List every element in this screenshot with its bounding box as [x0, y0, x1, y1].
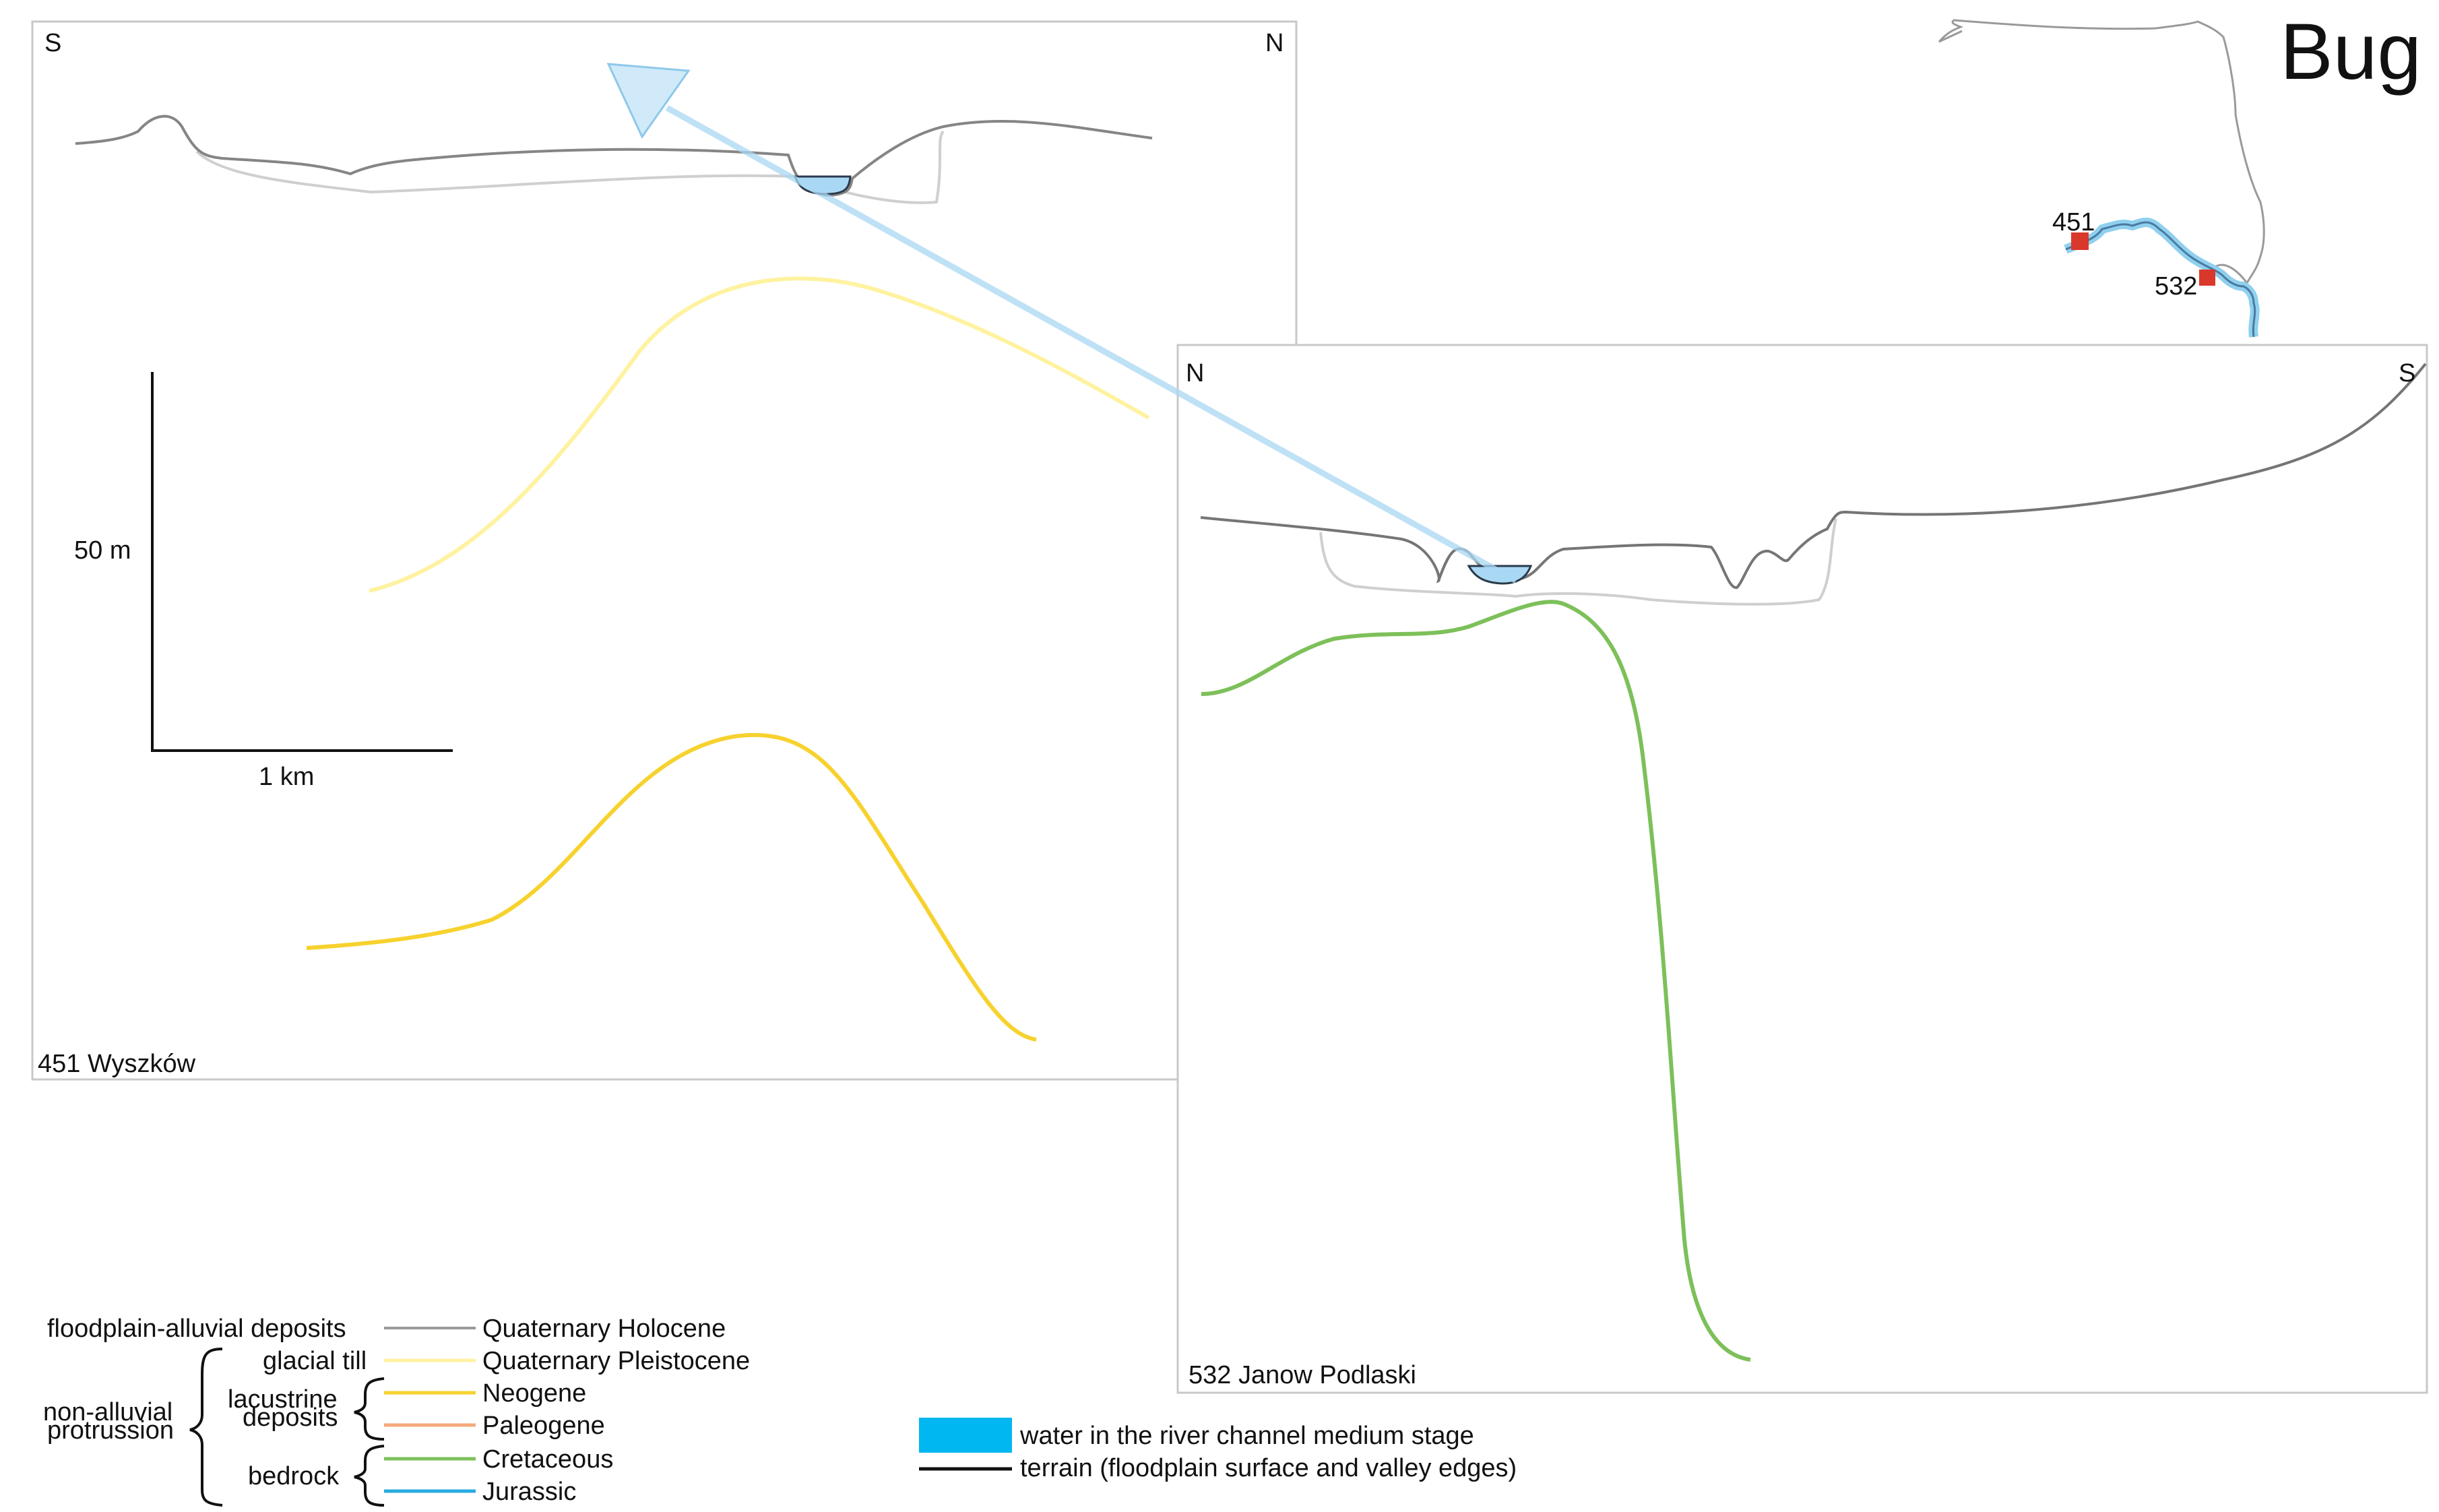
legend-brace-bedrock — [354, 1445, 385, 1507]
legend-label-cretaceous: Cretaceous — [482, 1445, 614, 1474]
scale-vertical-label: 50 m — [74, 536, 131, 565]
location-map — [1938, 19, 2265, 338]
legend-group-bedrock: bedrock — [248, 1462, 340, 1490]
scale-bar-lines — [151, 372, 453, 752]
section-451-right-direction: N — [1265, 29, 1284, 57]
panel-451-frame — [31, 20, 1298, 1081]
section-451-neogene-curve — [306, 732, 1037, 1042]
legend-graphics — [189, 1327, 1012, 1507]
section-451-pleistocene-curve — [369, 276, 1150, 593]
section-451-graphics — [75, 115, 1153, 1042]
section-532-holocene-base — [1319, 518, 1837, 606]
map-site-532-marker — [2199, 270, 2215, 286]
legend-label-water: water in the river channel medium stage — [1020, 1422, 1474, 1450]
legend-group-non-alluvial-1: non-alluvial — [43, 1398, 173, 1426]
map-site-451-label: 451 — [2052, 208, 2095, 237]
legend-group-glacial-till: glacial till — [263, 1347, 367, 1375]
scale-horizontal-label: 1 km — [259, 763, 315, 791]
legend-label-holocene: Quaternary Holocene — [482, 1315, 726, 1343]
map-outline-tail — [1938, 30, 1963, 43]
connection-arrow-head — [606, 63, 691, 139]
legend-group-floodplain: floodplain-alluvial deposits — [47, 1315, 346, 1343]
section-532-graphics — [1200, 363, 2427, 1362]
chart-title: Bug — [2280, 7, 2421, 96]
connection-arrow-shaft — [665, 105, 1518, 584]
map-site-451-marker — [2071, 232, 2089, 250]
section-451-holocene-base — [195, 130, 945, 204]
legend-label-paleogene: Paleogene — [482, 1412, 605, 1440]
section-532-left-direction: N — [1186, 359, 1205, 387]
legend-brace-lacustrine — [354, 1377, 385, 1441]
section-532-name: 532 Janow Podlaski — [1189, 1361, 1416, 1389]
section-451-name: 451 Wyszków — [38, 1050, 196, 1078]
connection-arrow — [606, 63, 1518, 584]
legend-group-non-alluvial-2: protrussion — [47, 1416, 174, 1445]
map-river-core — [2065, 221, 2256, 338]
legend-label-pleistocene: Quaternary Pleistocene — [482, 1347, 751, 1375]
section-532-cretaceous-curve — [1201, 600, 1751, 1362]
legend-label-jurassic: Jurassic — [482, 1478, 577, 1506]
scale-bar — [151, 372, 453, 752]
legend-brace-non-alluvial — [189, 1348, 223, 1507]
panel-532-frame — [1176, 344, 2428, 1394]
legend-label-neogene: Neogene — [482, 1379, 587, 1408]
section-451-terrain — [75, 115, 1153, 197]
legend-water-swatch — [919, 1418, 1012, 1453]
section-451-left-direction: S — [44, 29, 62, 57]
legend-group-lacustrine-2: deposits — [243, 1404, 338, 1432]
section-532-terrain — [1200, 363, 2427, 589]
section-532-right-direction: S — [2399, 359, 2416, 387]
map-outline — [1938, 19, 2265, 284]
legend-group-lacustrine-1: lacustrine — [228, 1385, 338, 1414]
legend-label-terrain: terrain (floodplain surface and valley e… — [1020, 1454, 1517, 1482]
map-site-532-label: 532 — [2155, 272, 2198, 301]
